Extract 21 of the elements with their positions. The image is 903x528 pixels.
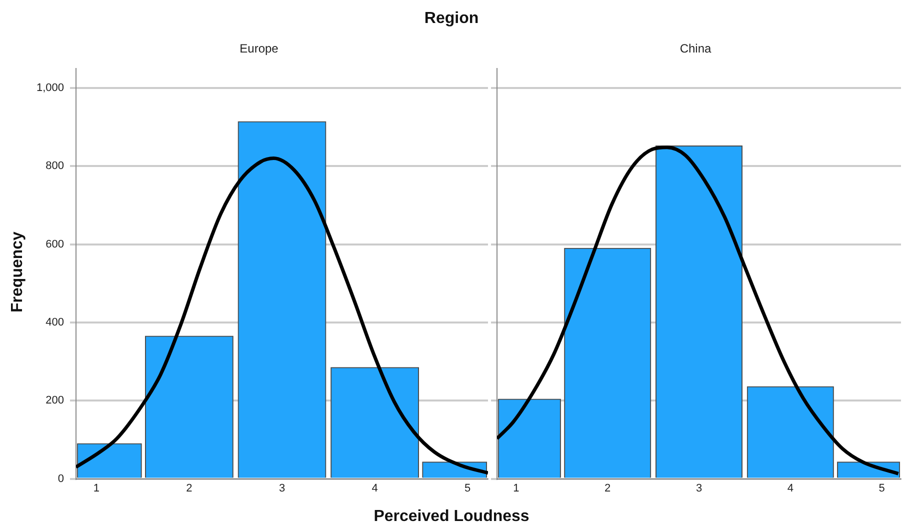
y-tick-label: 200 xyxy=(46,394,64,407)
chart-subtitle: China xyxy=(680,42,712,56)
x-tick-label: 3 xyxy=(696,482,702,494)
x-axis-title: Perceived Loudness xyxy=(372,508,530,526)
y-axis-title: Frequency xyxy=(9,232,27,312)
chart-title: Region xyxy=(423,10,480,28)
x-tick-label: 1 xyxy=(513,482,520,494)
x-tick-label: 5 xyxy=(464,482,471,494)
y-tick-label: 800 xyxy=(46,160,64,172)
y-tick-label: 400 xyxy=(46,316,64,328)
x-tick-label: 4 xyxy=(787,482,794,494)
x-tick-label: 1 xyxy=(93,482,100,494)
x-tick-label: 3 xyxy=(278,482,286,494)
x-tick-label: 2 xyxy=(186,482,192,494)
chart-subtitle: Europe xyxy=(240,42,279,56)
x-tick-label: 5 xyxy=(878,482,885,494)
y-tick-label: 0 xyxy=(58,472,64,485)
y-tick-label: 600 xyxy=(46,238,64,250)
x-tick-label: 4 xyxy=(372,482,378,494)
y-tick-label: 1,000 xyxy=(36,82,64,94)
x-tick-label: 2 xyxy=(604,482,611,494)
